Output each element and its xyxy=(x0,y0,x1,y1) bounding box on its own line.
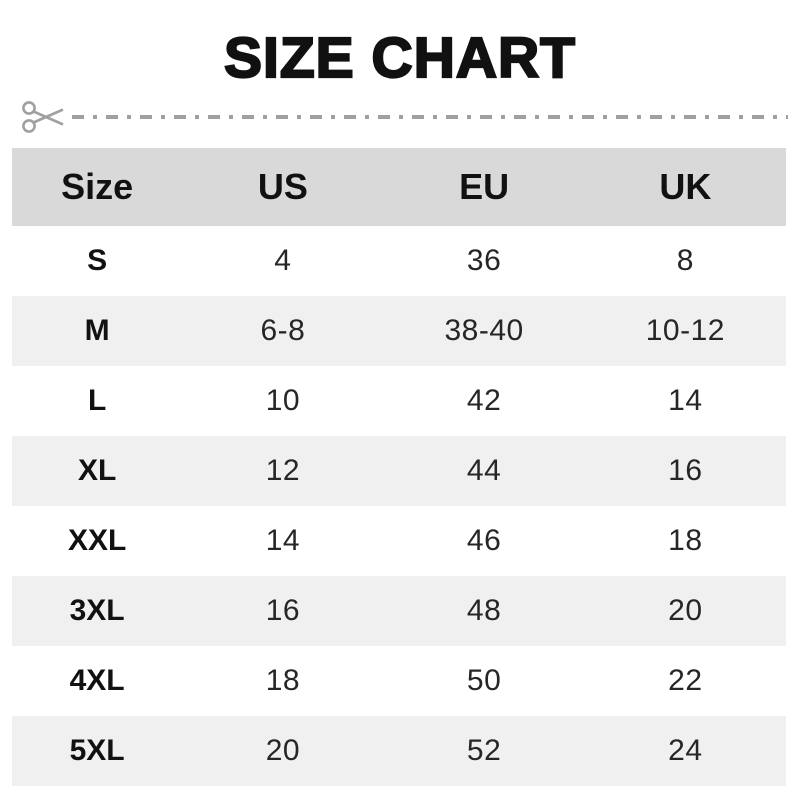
size-label: 4XL xyxy=(69,664,125,697)
uk-value: 8 xyxy=(676,244,694,277)
column-header-eu: EU xyxy=(459,166,510,207)
table-row: 4XL 18 50 22 xyxy=(12,646,786,716)
size-label: 3XL xyxy=(69,594,125,627)
uk-value: 10-12 xyxy=(645,314,725,347)
us-value: 12 xyxy=(265,454,301,487)
table-row: 5XL 20 52 24 xyxy=(12,716,786,786)
uk-value: 24 xyxy=(668,734,703,767)
column-header-uk: UK xyxy=(659,166,712,207)
eu-value: 50 xyxy=(466,664,502,697)
eu-value: 38-40 xyxy=(444,314,524,347)
us-value: 14 xyxy=(265,524,301,557)
eu-value: 52 xyxy=(466,734,502,767)
eu-value: 36 xyxy=(466,244,502,277)
table-row: L 10 42 14 xyxy=(12,366,786,436)
us-value: 16 xyxy=(265,594,301,627)
size-label: XL xyxy=(77,454,117,487)
eu-value: 48 xyxy=(466,594,502,627)
size-label: M xyxy=(84,314,110,347)
eu-value: 44 xyxy=(466,454,502,487)
us-value: 6-8 xyxy=(260,314,306,347)
size-chart-table: Size US EU UK S 4 36 8 M 6-8 38-40 10-12… xyxy=(12,148,786,786)
table-row: M 6-8 38-40 10-12 xyxy=(12,296,786,366)
uk-value: 20 xyxy=(668,594,703,627)
page-title: SIZE CHART xyxy=(223,25,576,91)
column-header-us: US xyxy=(257,166,308,207)
eu-value: 42 xyxy=(466,384,502,417)
us-value: 10 xyxy=(265,384,301,417)
table-header-row: Size US EU UK xyxy=(12,148,786,226)
column-header-size: Size xyxy=(61,166,134,207)
table-row: 3XL 16 48 20 xyxy=(12,576,786,646)
uk-value: 22 xyxy=(668,664,703,697)
size-label: S xyxy=(87,244,108,277)
uk-value: 18 xyxy=(668,524,703,557)
table-row: XXL 14 46 18 xyxy=(12,506,786,576)
size-label: L xyxy=(87,384,107,417)
dashed-cut-line xyxy=(72,115,788,119)
us-value: 18 xyxy=(265,664,301,697)
table-row: XL 12 44 16 xyxy=(12,436,786,506)
uk-value: 16 xyxy=(668,454,703,487)
us-value: 20 xyxy=(265,734,301,767)
size-label: XXL xyxy=(67,524,127,557)
uk-value: 14 xyxy=(668,384,703,417)
size-label: 5XL xyxy=(69,734,125,767)
cut-line xyxy=(20,96,788,138)
table-row: S 4 36 8 xyxy=(12,226,786,296)
scissors-icon xyxy=(22,101,64,133)
eu-value: 46 xyxy=(466,524,502,557)
us-value: 4 xyxy=(274,244,292,277)
